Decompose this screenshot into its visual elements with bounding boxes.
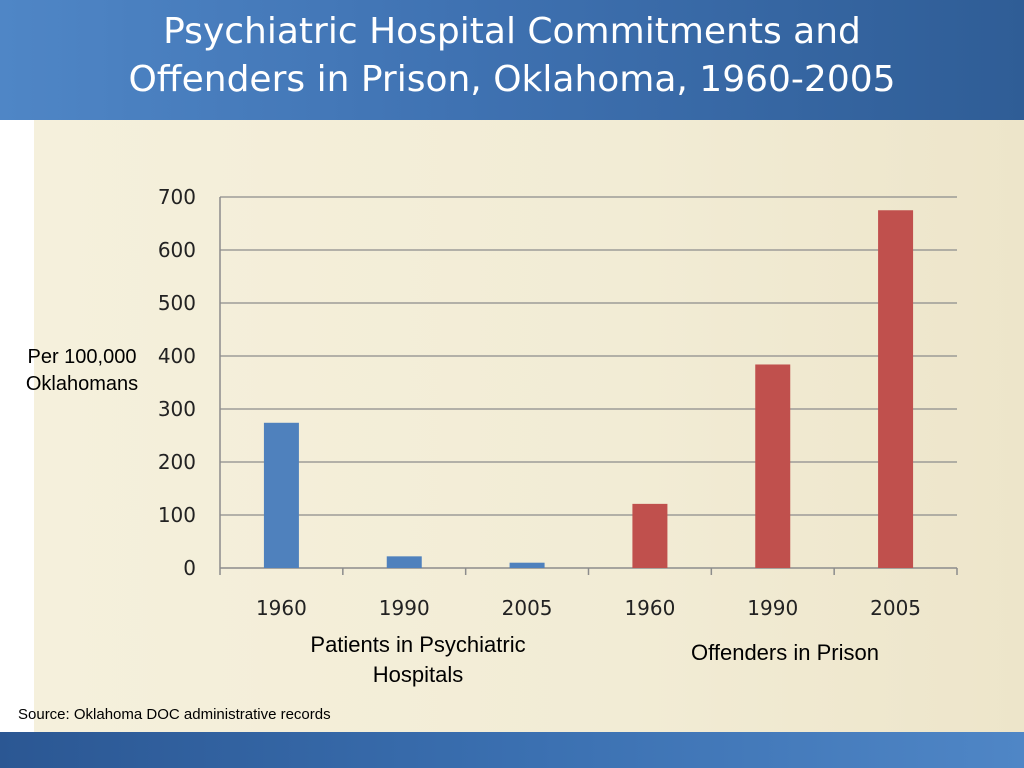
x-tick-label: 1990: [747, 596, 798, 620]
bar: [755, 364, 791, 568]
y-tick-label: 200: [158, 450, 196, 474]
y-tick-label: 400: [158, 344, 196, 368]
slide-title-line-2: Offenders in Prison, Oklahoma, 1960-2005: [128, 59, 896, 100]
y-tick-label: 700: [158, 185, 196, 209]
group-label-psychiatric: Patients in Psychiatric Hospitals: [310, 632, 526, 687]
title-bar: Psychiatric Hospital Commitments and Off…: [0, 0, 1024, 120]
chart-panel: [34, 120, 1024, 732]
y-tick-label: 300: [158, 397, 196, 421]
y-tick-label: 500: [158, 291, 196, 315]
x-tick-label: 1960: [624, 596, 675, 620]
x-tick-label: 2005: [870, 596, 921, 620]
slide-title: Psychiatric Hospital Commitments and Off…: [0, 8, 1024, 104]
bar: [878, 210, 914, 568]
x-tick-label: 1990: [379, 596, 430, 620]
source-note: Source: Oklahoma DOC administrative reco…: [18, 706, 331, 723]
y-axis-label: Per 100,000 Oklahomans: [25, 346, 139, 395]
y-tick-label: 600: [158, 238, 196, 262]
x-tick-label: 2005: [502, 596, 553, 620]
y-tick-label: 100: [158, 503, 196, 527]
group-label-prison: Offenders in Prison: [691, 640, 879, 665]
x-tick-label: 1960: [256, 596, 307, 620]
bar: [632, 503, 668, 568]
bar: [263, 422, 299, 568]
bar: [386, 556, 422, 568]
footer-bar: [0, 732, 1024, 768]
y-tick-label: 0: [183, 556, 196, 580]
bar: [509, 562, 545, 568]
slide-title-line-1: Psychiatric Hospital Commitments and: [163, 11, 861, 52]
